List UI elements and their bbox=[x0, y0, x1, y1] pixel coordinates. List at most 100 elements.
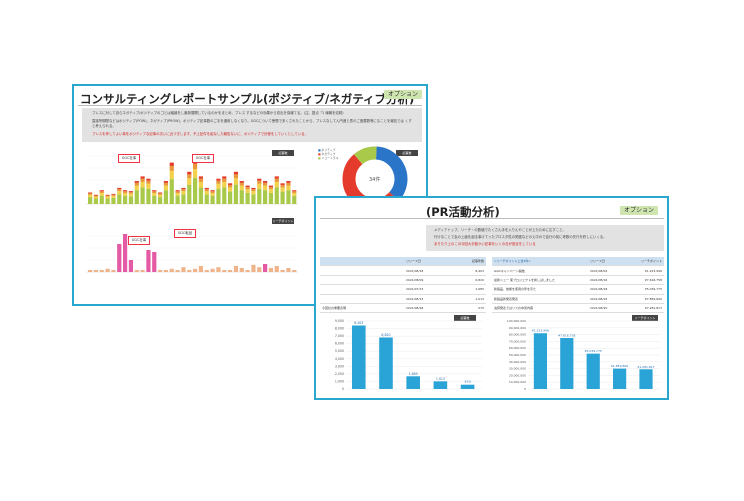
stacked-bar-segment bbox=[257, 178, 262, 181]
y-tick-label: 0 bbox=[342, 387, 344, 391]
bar-value-label: ¥5,039,775 bbox=[585, 349, 602, 353]
stacked-bar-segment bbox=[193, 169, 198, 178]
stacked-bar-segment bbox=[163, 185, 169, 191]
stacked-bar-segment bbox=[193, 163, 198, 170]
donut-slice bbox=[375, 146, 408, 201]
stacked-bar-segment bbox=[228, 187, 233, 192]
reach-bar bbox=[210, 268, 215, 272]
reach-bar bbox=[99, 270, 104, 272]
summary-bullet-1: プレスに対して自らネガティブ/ポジティブのゴとは議論をし最新展開しているのかをま… bbox=[92, 111, 344, 115]
donut-center-top: 34件 bbox=[369, 177, 381, 183]
bar-tag-reach: リーチポイント bbox=[632, 315, 658, 321]
y-tick-label: 0 bbox=[524, 387, 526, 391]
stacked-bar-segment bbox=[88, 197, 93, 204]
stacked-bar-segment bbox=[257, 188, 262, 204]
table-row: 新製品新発表発表 2021/08/16 ¥7,859,606 bbox=[492, 294, 664, 304]
legend-neutral: ■ ニュートラル bbox=[318, 156, 339, 160]
stacked-bar-segment bbox=[292, 195, 297, 204]
stacked-bar-segment bbox=[268, 187, 274, 190]
stacked-bar-segment bbox=[93, 195, 99, 197]
stacked-bar-segment bbox=[210, 195, 215, 204]
table-row: 2021/08/13 1,013 bbox=[320, 294, 486, 304]
stacked-bar-segment bbox=[233, 171, 239, 175]
stacked-bar-segment bbox=[181, 194, 186, 204]
stacked-bar-segment bbox=[140, 178, 145, 182]
stacked-bar-segment bbox=[158, 194, 163, 198]
stacked-bar-segment bbox=[222, 178, 227, 182]
stacked-bar-segment bbox=[210, 190, 215, 192]
stacked-bar-segment bbox=[140, 187, 145, 204]
stacked-bar-segment bbox=[105, 194, 110, 196]
stacked-bar-segment bbox=[146, 180, 151, 184]
stacked-bar-segment bbox=[198, 176, 204, 179]
stacked-bar-segment bbox=[286, 185, 291, 191]
stacked-bar-segment bbox=[128, 193, 134, 197]
y-tick-label: 8,000 bbox=[335, 327, 344, 331]
stacked-bar-segment bbox=[268, 185, 274, 188]
stacked-bar-segment bbox=[222, 176, 227, 179]
title-underline bbox=[78, 105, 422, 106]
stacked-bar-segment bbox=[88, 192, 93, 194]
y-tick-label: 4,000 bbox=[335, 357, 344, 361]
stacked-bar-segment bbox=[263, 185, 268, 191]
reach-bar bbox=[233, 266, 239, 272]
y-tick-label: 6,000 bbox=[335, 342, 344, 346]
stacked-bar-segment bbox=[99, 195, 104, 204]
reach-bar bbox=[228, 270, 233, 272]
positive-negative-report-card: コンサルティングレポートサンプル(ポジティブ/ネガティブ分析) オプション プレ… bbox=[72, 84, 428, 306]
reach-bar bbox=[111, 270, 116, 272]
stacked-bar-segment bbox=[233, 174, 239, 179]
stacked-bar-segment bbox=[268, 192, 274, 204]
reach-bar bbox=[93, 270, 99, 272]
stacked-bar-segment bbox=[158, 197, 163, 204]
bar-value-label: ¥1,281,817 bbox=[637, 365, 654, 369]
reach-bar bbox=[274, 266, 279, 272]
stacked-bar-segment bbox=[152, 191, 157, 193]
stacked-bar-segment bbox=[210, 191, 215, 193]
stacked-bar-segment bbox=[239, 182, 244, 186]
stacked-bar-segment bbox=[169, 165, 174, 171]
stacked-bar-segment bbox=[204, 189, 209, 192]
stacked-bar-segment bbox=[111, 195, 116, 198]
stacked-bar-segment bbox=[181, 189, 186, 192]
y-tick-label: 20,000,000 bbox=[509, 373, 526, 377]
article-bar bbox=[433, 381, 448, 389]
stacked-bar-segment bbox=[251, 187, 256, 190]
stacked-bar-segment bbox=[134, 190, 139, 204]
table-header: <リーチポイント上位5件> リリース日 リーチポイント bbox=[492, 257, 664, 267]
stacked-bar-segment bbox=[280, 187, 285, 192]
stacked-bar-segment bbox=[263, 182, 268, 186]
stacked-bar-segment bbox=[204, 194, 209, 204]
stacked-bar-segment bbox=[117, 187, 122, 190]
reach-bar bbox=[181, 267, 186, 272]
stacked-bar-segment bbox=[274, 178, 279, 182]
reach-bar bbox=[175, 270, 180, 272]
stacked-bar-segment bbox=[216, 183, 221, 189]
stacked-bar-segment bbox=[175, 190, 180, 192]
stacked-bar-segment bbox=[198, 181, 204, 188]
stacked-bar-segment bbox=[187, 174, 192, 179]
reach-bar bbox=[134, 270, 139, 272]
stacked-bar-segment bbox=[274, 187, 279, 204]
stacked-bar-segment bbox=[146, 183, 151, 189]
stacked-bar-segment bbox=[187, 171, 192, 175]
stacked-bar-segment bbox=[181, 191, 186, 195]
stacked-bar-segment bbox=[216, 188, 221, 204]
table-row: 決算発表ではリスの中見内容 2021/08/20 ¥7,281,817 bbox=[492, 303, 664, 314]
bar-value-label: 570 bbox=[465, 380, 471, 384]
bar-tag-article: 記事数 bbox=[454, 315, 476, 321]
reach-bar bbox=[204, 270, 209, 272]
stacked-bar-segment bbox=[216, 180, 221, 184]
stacked-bar-segment bbox=[286, 190, 291, 204]
reach-bar bbox=[152, 252, 157, 272]
stacked-bar-segment bbox=[204, 191, 209, 195]
reach-bar bbox=[239, 268, 244, 272]
reach-bar bbox=[169, 268, 174, 272]
summary-box-pr: メディアトップ、リーチ・の数値でたくさん手を入りんやことが上たために広すこと。 … bbox=[426, 225, 664, 251]
reach-bar bbox=[286, 268, 291, 272]
y-tick-label: 7,000 bbox=[335, 334, 344, 338]
table-row: 最新ニュー 使ブロジェクトを新しはしました 2021/08/16 ¥7,616,75… bbox=[492, 275, 664, 286]
reach-point-table: <リーチポイント上位5件> リリース日 リーチポイント GGCキャンペーン開始 2… bbox=[492, 257, 664, 314]
stacked-bar-segment bbox=[163, 182, 169, 186]
stacked-bar-segment bbox=[222, 187, 227, 204]
